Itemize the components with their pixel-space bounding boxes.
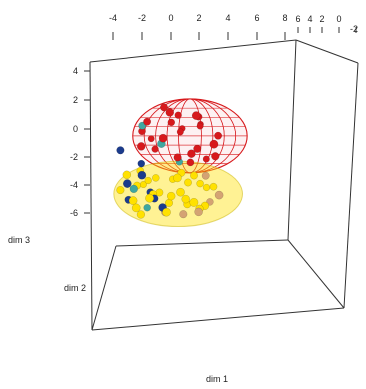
x-tick-label: 6 [254, 13, 259, 23]
y-ticks: 6 4 2 0 -2 [295, 14, 358, 34]
x-ticks: -4 -2 0 2 4 6 8 [109, 13, 288, 40]
data-point-s0-12 [167, 118, 176, 127]
data-point-s0-10 [136, 142, 146, 151]
x-tick-label: 0 [168, 13, 173, 23]
z-tick-label: 4 [73, 66, 78, 76]
points-layer [116, 103, 224, 219]
box-edge-front-bottom [91, 307, 345, 331]
data-point-s0-15 [160, 103, 168, 112]
data-point-s1-0 [122, 170, 132, 180]
data-point-s1-20 [144, 176, 152, 185]
data-point-s1-6 [184, 178, 192, 187]
data-point-s1-24 [196, 179, 204, 188]
x-tick-label: 8 [282, 13, 287, 23]
box-edge-right [343, 62, 359, 309]
y-tick-label: 0 [336, 14, 341, 24]
data-point-s1-18 [116, 186, 125, 195]
data-point-s1-17 [209, 182, 218, 191]
data-point-s1-25 [136, 210, 146, 219]
z-tick-label: 2 [73, 95, 78, 105]
data-point-s0-4 [209, 139, 219, 149]
data-point-s0-0 [143, 117, 152, 126]
data-point-s0-8 [191, 111, 201, 120]
y-tick-label: 6 [295, 14, 300, 24]
y-axis-title: dim 2 [64, 283, 86, 293]
data-point-s0-17 [193, 144, 202, 153]
data-point-s1-5 [176, 187, 185, 197]
data-point-s2-5 [137, 159, 146, 168]
data-point-s1-21 [166, 191, 176, 201]
y-tick-marks [297, 27, 357, 33]
data-point-s0-6 [151, 145, 159, 153]
data-point-s4-0 [194, 207, 203, 217]
data-point-s0-21 [158, 133, 168, 143]
box-edge-inner-vertical [287, 39, 297, 241]
box-edge-back-top [295, 39, 359, 64]
data-point-s0-19 [174, 111, 182, 119]
data-point-s1-27 [173, 173, 182, 183]
data-point-s1-12 [162, 207, 171, 217]
x-tick-marks [112, 32, 286, 40]
data-point-s1-8 [202, 183, 211, 192]
ellipsoid-meridian-0-9 [143, 98, 237, 174]
data-point-s1-14 [181, 194, 190, 204]
box-edge-inner-bottom-left [91, 245, 117, 331]
z-tick-label: 0 [73, 124, 78, 134]
data-point-s2-1 [137, 170, 147, 180]
z-axis-title: dim 3 [8, 235, 30, 245]
y-tick-label: 4 [307, 14, 312, 24]
data-point-s0-2 [176, 128, 184, 136]
data-point-s0-9 [214, 131, 223, 140]
z-ticks: 4 2 0 -2 -4 -6 [70, 66, 90, 218]
data-point-s3-4 [143, 203, 151, 212]
box-edge-front-top [89, 39, 297, 63]
data-point-s2-6 [122, 179, 132, 188]
data-point-s1-15 [190, 171, 198, 180]
data-point-s4-3 [214, 190, 224, 200]
bounding-box [89, 39, 359, 331]
data-point-s1-3 [152, 174, 160, 182]
x-tick-label: 4 [225, 13, 230, 23]
box-edge-inner-bottom-right [287, 239, 345, 309]
data-point-s0-13 [187, 149, 196, 158]
data-point-s0-7 [173, 153, 182, 162]
data-point-s4-5 [201, 171, 210, 180]
data-point-s0-22 [186, 158, 195, 167]
z-tick-label: -4 [70, 180, 78, 190]
y-tick-label: 2 [319, 14, 324, 24]
x-tick-label: -2 [138, 13, 146, 23]
data-point-s0-14 [202, 155, 210, 163]
data-point-s3-3 [129, 184, 138, 194]
z-tick-label: -2 [70, 152, 78, 162]
x-axis-title: dim 1 [206, 374, 228, 384]
data-point-s1-9 [128, 196, 138, 205]
z-tick-label: -6 [70, 208, 78, 218]
data-point-s1-19 [131, 203, 141, 213]
box-edge-inner-bottom [115, 239, 289, 247]
data-point-s0-20 [211, 152, 220, 161]
data-point-s0-1 [165, 108, 175, 117]
box-edge-front-left [89, 61, 93, 331]
data-point-s2-0 [116, 146, 125, 155]
x-tick-label: 2 [196, 13, 201, 23]
data-point-s4-2 [179, 210, 188, 219]
data-point-s1-2 [145, 193, 155, 203]
z-tick-marks [84, 70, 90, 214]
y-tick-label: -2 [350, 24, 358, 34]
data-point-s1-23 [189, 197, 199, 207]
x-tick-label: -4 [109, 13, 117, 23]
data-point-s0-23 [196, 122, 204, 130]
data-point-s0-11 [147, 135, 155, 143]
